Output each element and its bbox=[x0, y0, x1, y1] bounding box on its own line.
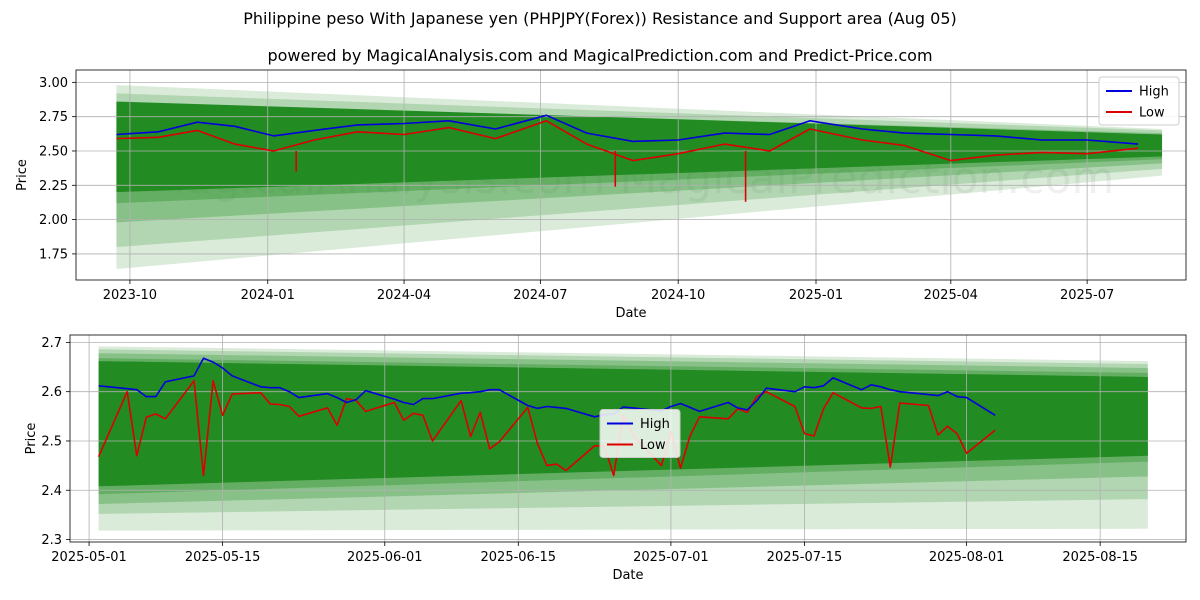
legend: High Low bbox=[1098, 76, 1180, 126]
x-tick-label: 2025-07-01 bbox=[633, 550, 709, 565]
y-axis-label: Price bbox=[15, 159, 30, 191]
series-line-high bbox=[116, 114, 1139, 145]
y-tick-label: 2.00 bbox=[39, 213, 68, 228]
bottom-chart: MagicalAnalysis.com MagicalPrediction.co… bbox=[24, 334, 1187, 583]
series-lines bbox=[116, 114, 1139, 202]
x-tick-label: 2025-05-15 bbox=[185, 550, 261, 565]
series-lines bbox=[97, 357, 996, 477]
y-tick-label: 2.4 bbox=[41, 484, 62, 499]
x-tick-label: 2025-07-15 bbox=[767, 550, 843, 565]
series-line-low bbox=[116, 120, 1139, 162]
top-chart: MagicalAnalysis.com MagicalPrediction.co… bbox=[15, 69, 1187, 321]
series-line-high bbox=[98, 357, 996, 418]
y-tick-label: 2.50 bbox=[39, 144, 68, 159]
x-tick-label: 2023-10 bbox=[103, 288, 157, 303]
x-tick-label: 2025-06-01 bbox=[347, 550, 423, 565]
x-tick-label: 2024-07 bbox=[513, 288, 567, 303]
x-tick-label: 2025-01 bbox=[789, 288, 843, 303]
y-tick-label: 2.6 bbox=[41, 385, 62, 400]
y-tick-label: 2.3 bbox=[41, 533, 62, 548]
chart-subtitle: powered by MagicalAnalysis.com and Magic… bbox=[267, 46, 933, 65]
legend-label-high: High bbox=[1139, 85, 1169, 100]
x-tick-label: 2025-08-01 bbox=[929, 550, 1005, 565]
legend-label-low: Low bbox=[1139, 106, 1165, 121]
x-tick-label: 2024-04 bbox=[377, 288, 431, 303]
y-tick-label: 2.25 bbox=[39, 179, 68, 194]
x-tick-label: 2025-08-15 bbox=[1062, 550, 1138, 565]
support-resistance-area bbox=[116, 85, 1163, 270]
legend: High Low bbox=[599, 409, 681, 458]
y-tick-label: 3.00 bbox=[39, 76, 68, 91]
y-tick-label: 1.75 bbox=[39, 247, 68, 262]
y-tick-label: 2.5 bbox=[41, 434, 62, 449]
x-tick-label: 2024-10 bbox=[651, 288, 705, 303]
x-axis-label: Date bbox=[615, 306, 646, 321]
y-tick-label: 2.7 bbox=[41, 336, 62, 351]
legend-label-high: High bbox=[640, 417, 670, 432]
x-tick-label: 2025-06-15 bbox=[481, 550, 557, 565]
chart-title: Philippine peso With Japanese yen (PHPJP… bbox=[243, 9, 957, 28]
plot-frame bbox=[69, 334, 1187, 543]
legend-label-low: Low bbox=[640, 438, 666, 453]
x-tick-label: 2025-04 bbox=[924, 288, 978, 303]
x-tick-label: 2024-01 bbox=[241, 288, 295, 303]
series-line-low bbox=[97, 379, 996, 477]
x-tick-label: 2025-07 bbox=[1060, 288, 1114, 303]
plot-frame bbox=[75, 69, 1187, 281]
y-tick-label: 2.75 bbox=[39, 110, 68, 125]
x-axis-label: Date bbox=[612, 568, 643, 583]
y-axis-label: Price bbox=[24, 423, 39, 455]
x-tick-label: 2025-05-01 bbox=[51, 550, 127, 565]
